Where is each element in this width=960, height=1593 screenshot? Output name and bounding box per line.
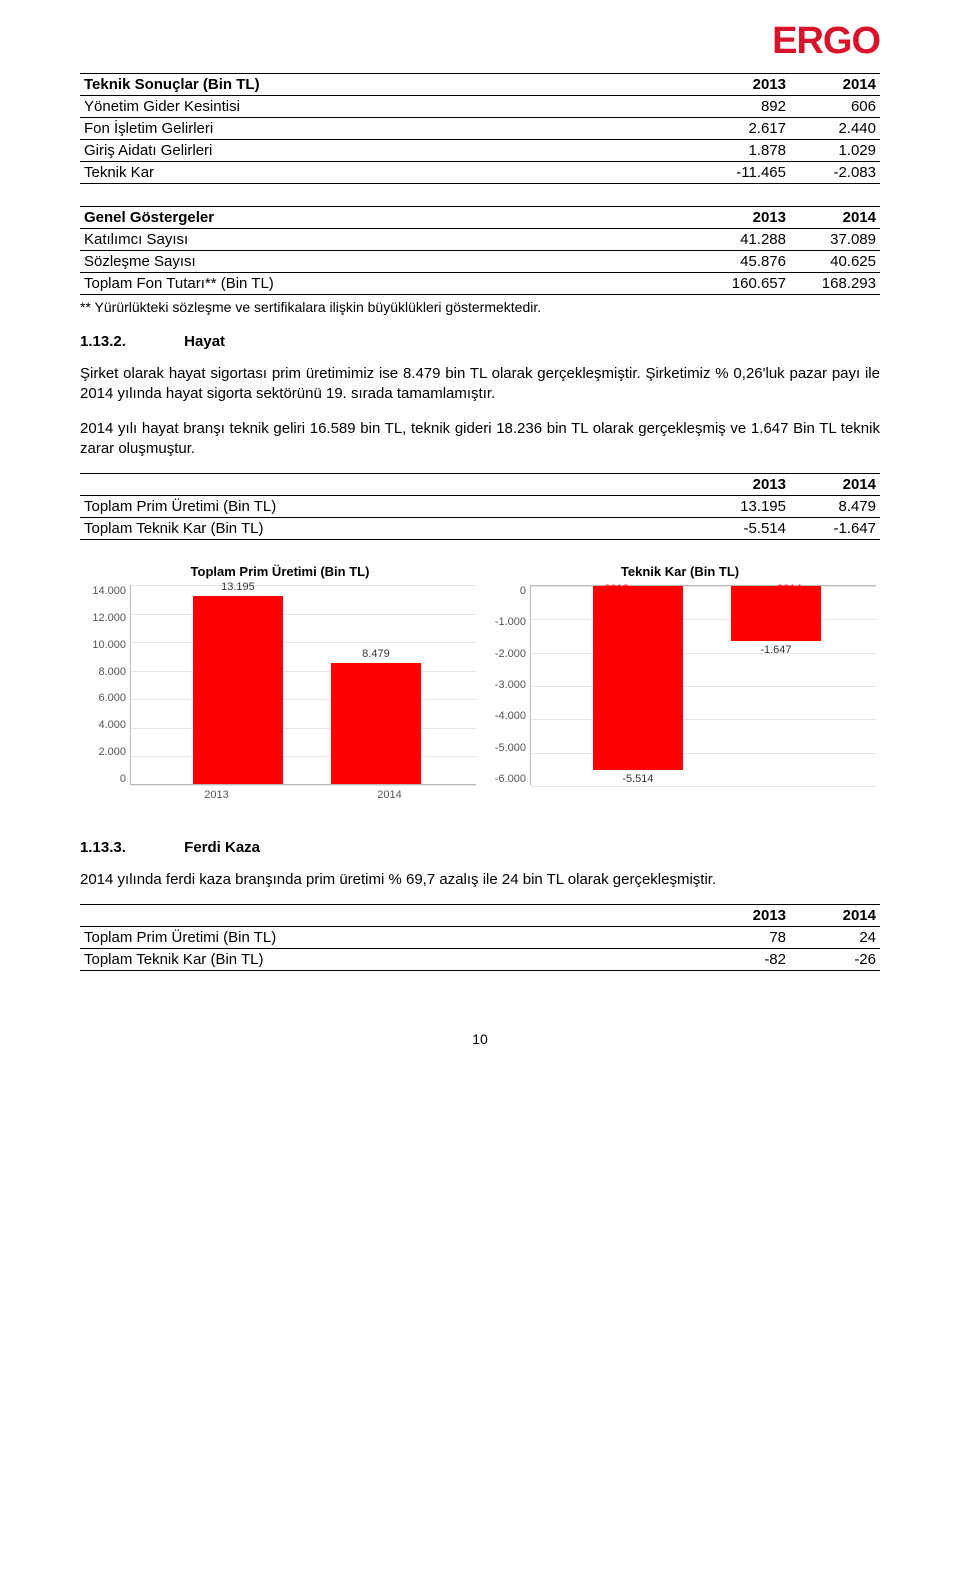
section-number: 1.13.2. — [80, 333, 180, 350]
table-row: Toplam Prim Üretimi (Bin TL)13.1958.479 — [80, 496, 880, 518]
table-row: Fon İşletim Gelirleri2.6172.440 — [80, 118, 880, 140]
chart2-area: 0-1.000-2.000-3.000-4.000-5.000-6.000 -5… — [484, 585, 876, 805]
chart1-title: Toplam Prim Üretimi (Bin TL) — [84, 564, 476, 579]
table-header-label — [80, 905, 700, 927]
table-hayat-sonuclar: 2013 2014 Toplam Prim Üretimi (Bin TL)13… — [80, 473, 880, 540]
table-header-y2: 2014 — [790, 474, 880, 496]
table-row: Sözleşme Sayısı45.87640.625 — [80, 251, 880, 273]
ergo-logo: ERGO — [772, 20, 880, 62]
logo-container: ERGO — [80, 20, 880, 63]
section-title: Hayat — [184, 333, 225, 350]
charts-container: Toplam Prim Üretimi (Bin TL) 14.00012.00… — [80, 560, 880, 809]
chart1-x-labels: 20132014 — [130, 789, 476, 801]
chart1-area: 14.00012.00010.0008.0006.0004.0002.0000 … — [84, 585, 476, 805]
table-header-y1: 2013 — [700, 905, 790, 927]
table-header-row: Genel Göstergeler 2013 2014 — [80, 207, 880, 229]
section-hayat-p1: Şirket olarak hayat sigortası prim üreti… — [80, 364, 880, 405]
section-hayat-heading: 1.13.2. Hayat — [80, 333, 880, 350]
table-header-row: 2013 2014 — [80, 905, 880, 927]
table-ferdi-sonuclar: 2013 2014 Toplam Prim Üretimi (Bin TL)78… — [80, 904, 880, 971]
table-row: Toplam Teknik Kar (Bin TL)-5.514-1.647 — [80, 518, 880, 540]
table-header-y2: 2014 — [790, 207, 880, 229]
chart-prim-uretimi: Toplam Prim Üretimi (Bin TL) 14.00012.00… — [80, 560, 480, 809]
chart1-y-axis: 14.00012.00010.0008.0006.0004.0002.0000 — [84, 585, 130, 785]
table-header-label — [80, 474, 700, 496]
table-row: Toplam Fon Tutarı** (Bin TL)160.657168.2… — [80, 273, 880, 295]
table2-footnote: ** Yürürlükteki sözleşme ve sertifikalar… — [80, 299, 880, 315]
table-row: Toplam Teknik Kar (Bin TL)-82-26 — [80, 949, 880, 971]
chart1-plot: 13.1958.479 — [130, 585, 476, 785]
chart2-title: Teknik Kar (Bin TL) — [484, 564, 876, 579]
section-ferdi-p1: 2014 yılında ferdi kaza branşında prim ü… — [80, 870, 880, 890]
chart-teknik-kar: Teknik Kar (Bin TL) 0-1.000-2.000-3.000-… — [480, 560, 880, 809]
table-header-label: Genel Göstergeler — [80, 207, 700, 229]
table-header-y1: 2013 — [700, 474, 790, 496]
table-genel-gostergeler: Genel Göstergeler 2013 2014 Katılımcı Sa… — [80, 206, 880, 295]
table-header-y2: 2014 — [790, 905, 880, 927]
chart2-x-labels: 20132014 — [530, 583, 876, 595]
section-number: 1.13.3. — [80, 839, 180, 856]
chart2-plot: -5.514-1.647 — [530, 585, 876, 785]
table-row: Katılımcı Sayısı41.28837.089 — [80, 229, 880, 251]
table-row: Yönetim Gider Kesintisi892606 — [80, 96, 880, 118]
section-title: Ferdi Kaza — [184, 839, 260, 856]
page-number: 10 — [80, 1031, 880, 1047]
table-header-y1: 2013 — [700, 207, 790, 229]
table-header-label: Teknik Sonuçlar (Bin TL) — [80, 74, 700, 96]
table-row: Giriş Aidatı Gelirleri1.8781.029 — [80, 140, 880, 162]
table-header-row: 2013 2014 — [80, 474, 880, 496]
table-row: Teknik Kar-11.465-2.083 — [80, 162, 880, 184]
section-ferdi-heading: 1.13.3. Ferdi Kaza — [80, 839, 880, 856]
section-hayat-p2: 2014 yılı hayat branşı teknik geliri 16.… — [80, 419, 880, 460]
table-header-y2: 2014 — [790, 74, 880, 96]
table-teknik-sonuclar: Teknik Sonuçlar (Bin TL) 2013 2014 Yönet… — [80, 73, 880, 184]
table-header-row: Teknik Sonuçlar (Bin TL) 2013 2014 — [80, 74, 880, 96]
table-row: Toplam Prim Üretimi (Bin TL)7824 — [80, 927, 880, 949]
chart2-y-axis: 0-1.000-2.000-3.000-4.000-5.000-6.000 — [484, 585, 530, 785]
table-header-y1: 2013 — [700, 74, 790, 96]
